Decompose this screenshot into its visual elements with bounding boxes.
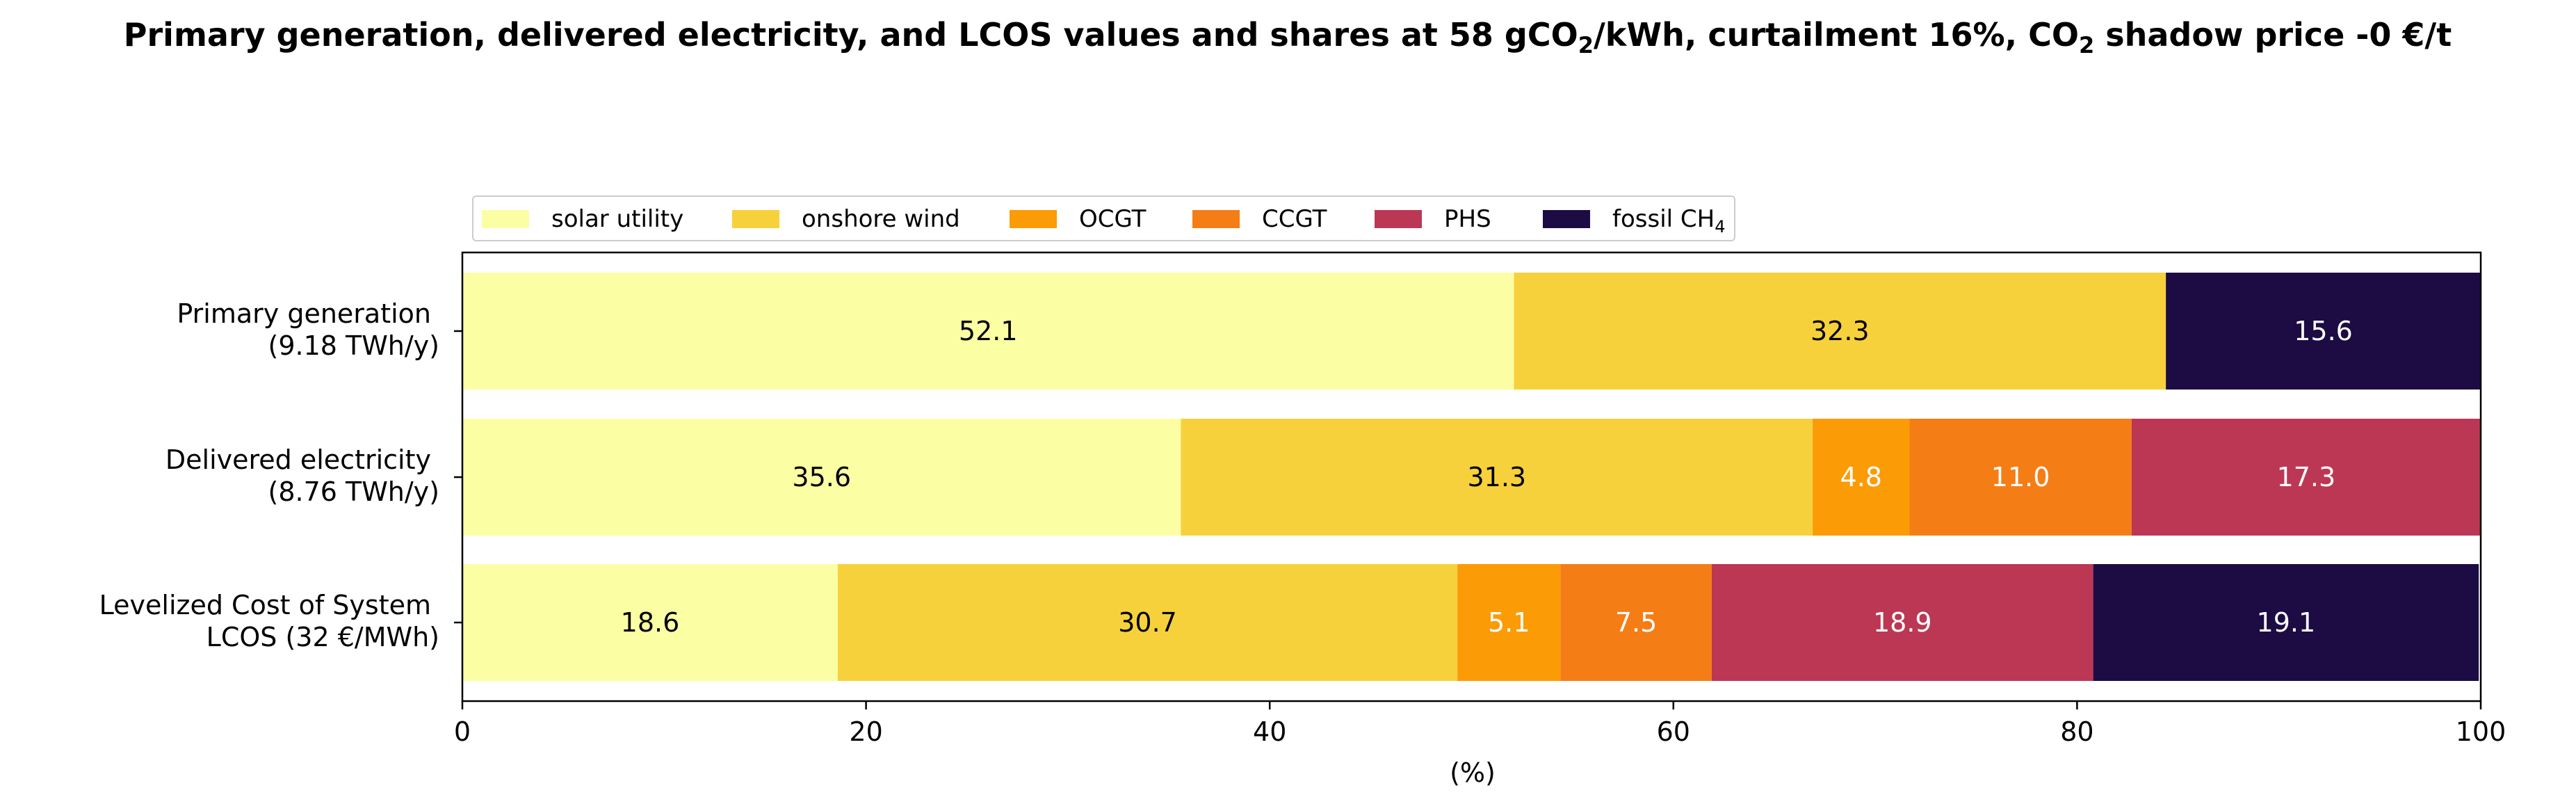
title-part-2: /kWh, curtailment 16%, CO	[1594, 16, 2079, 54]
data-label: 52.1	[959, 316, 1018, 346]
data-label: 31.3	[1467, 462, 1526, 492]
bar-segment	[2131, 419, 2481, 536]
legend-label: OCGT	[1079, 205, 1147, 233]
x-tick-label: 80	[2060, 716, 2093, 747]
legend-swatch	[482, 210, 529, 228]
bar-segment	[2093, 564, 2479, 681]
bar-segment	[462, 564, 838, 681]
bar-segment	[1514, 273, 2166, 390]
title-part-3: shadow price -0 €/t	[2094, 16, 2452, 54]
legend-label: solar utility	[551, 205, 683, 233]
bar-segment	[1181, 419, 1813, 536]
data-label: 4.8	[1840, 462, 1882, 492]
data-label: 30.7	[1118, 607, 1177, 638]
title-subscript-1: 2	[1578, 32, 1594, 58]
bars-group: 52.1 32.3 15.6 35.6 31.3 4.8 11.0 17.3 18.6 30.7 5…	[461, 251, 2482, 702]
x-tick-label: 100	[2456, 716, 2506, 747]
data-label: 7.5	[1615, 607, 1657, 638]
legend-swatch	[1192, 210, 1240, 228]
bar-segment	[462, 273, 1514, 390]
y-tick-label: (9.18 TWh/y)	[268, 330, 440, 361]
legend-swatch	[1375, 210, 1422, 228]
bar-segment	[2166, 273, 2481, 390]
y-tick-label: Levelized Cost of System	[99, 590, 431, 620]
data-label: 18.6	[621, 607, 680, 638]
data-label: 19.1	[2257, 607, 2316, 638]
title-part-1: Primary generation, delivered electricit…	[124, 16, 1578, 54]
legend-box	[472, 195, 1735, 241]
x-tick-label: 60	[1657, 716, 1690, 747]
y-tick-label: Primary generation	[177, 298, 431, 329]
y-tick-label: Delivered electricity	[165, 444, 431, 475]
bar-segment	[1909, 419, 2132, 536]
legend-label: fossil CH4	[1612, 205, 1726, 236]
bar-segment	[1457, 564, 1561, 681]
bar-segment	[1560, 564, 1712, 681]
legend-label: PHS	[1444, 205, 1491, 233]
x-axis: 0 20 40 60 80 100	[454, 701, 2506, 747]
title-subscript-2: 2	[2079, 32, 2094, 58]
data-label: 15.6	[2294, 316, 2353, 346]
legend-swatch	[1010, 210, 1057, 228]
data-label: 17.3	[2277, 462, 2336, 492]
y-tick-label: LCOS (32 €/MWh)	[206, 622, 439, 652]
y-tick-label: (8.76 TWh/y)	[268, 476, 440, 507]
data-label: 5.1	[1488, 607, 1530, 638]
data-label: 18.9	[1873, 607, 1932, 638]
legend-swatch	[732, 210, 779, 228]
x-tick-label: 0	[454, 716, 471, 747]
x-tick-label: 20	[849, 716, 882, 747]
bar-segment	[1813, 419, 1910, 536]
y-axis: Primary generation(9.18 TWh/y) Delivered …	[99, 298, 462, 652]
data-label: 35.6	[792, 462, 851, 492]
data-label: 11.0	[1991, 462, 2050, 492]
legend-label: CCGT	[1262, 205, 1327, 233]
legend-label-subscript: 4	[1715, 217, 1725, 236]
x-axis-label: (%)	[1450, 757, 1496, 788]
legend: solar utility onshore wind OCGT CCGT PHS foss…	[472, 195, 1735, 241]
bar-segment	[1711, 564, 2093, 681]
bar-segment	[837, 564, 1458, 681]
legend-swatch	[1543, 210, 1590, 228]
chart-title: Primary generation, delivered electricit…	[124, 16, 2452, 58]
x-tick-label: 40	[1253, 716, 1286, 747]
bar-segment	[462, 419, 1181, 536]
legend-label: onshore wind	[802, 205, 960, 233]
data-label: 32.3	[1811, 316, 1870, 346]
